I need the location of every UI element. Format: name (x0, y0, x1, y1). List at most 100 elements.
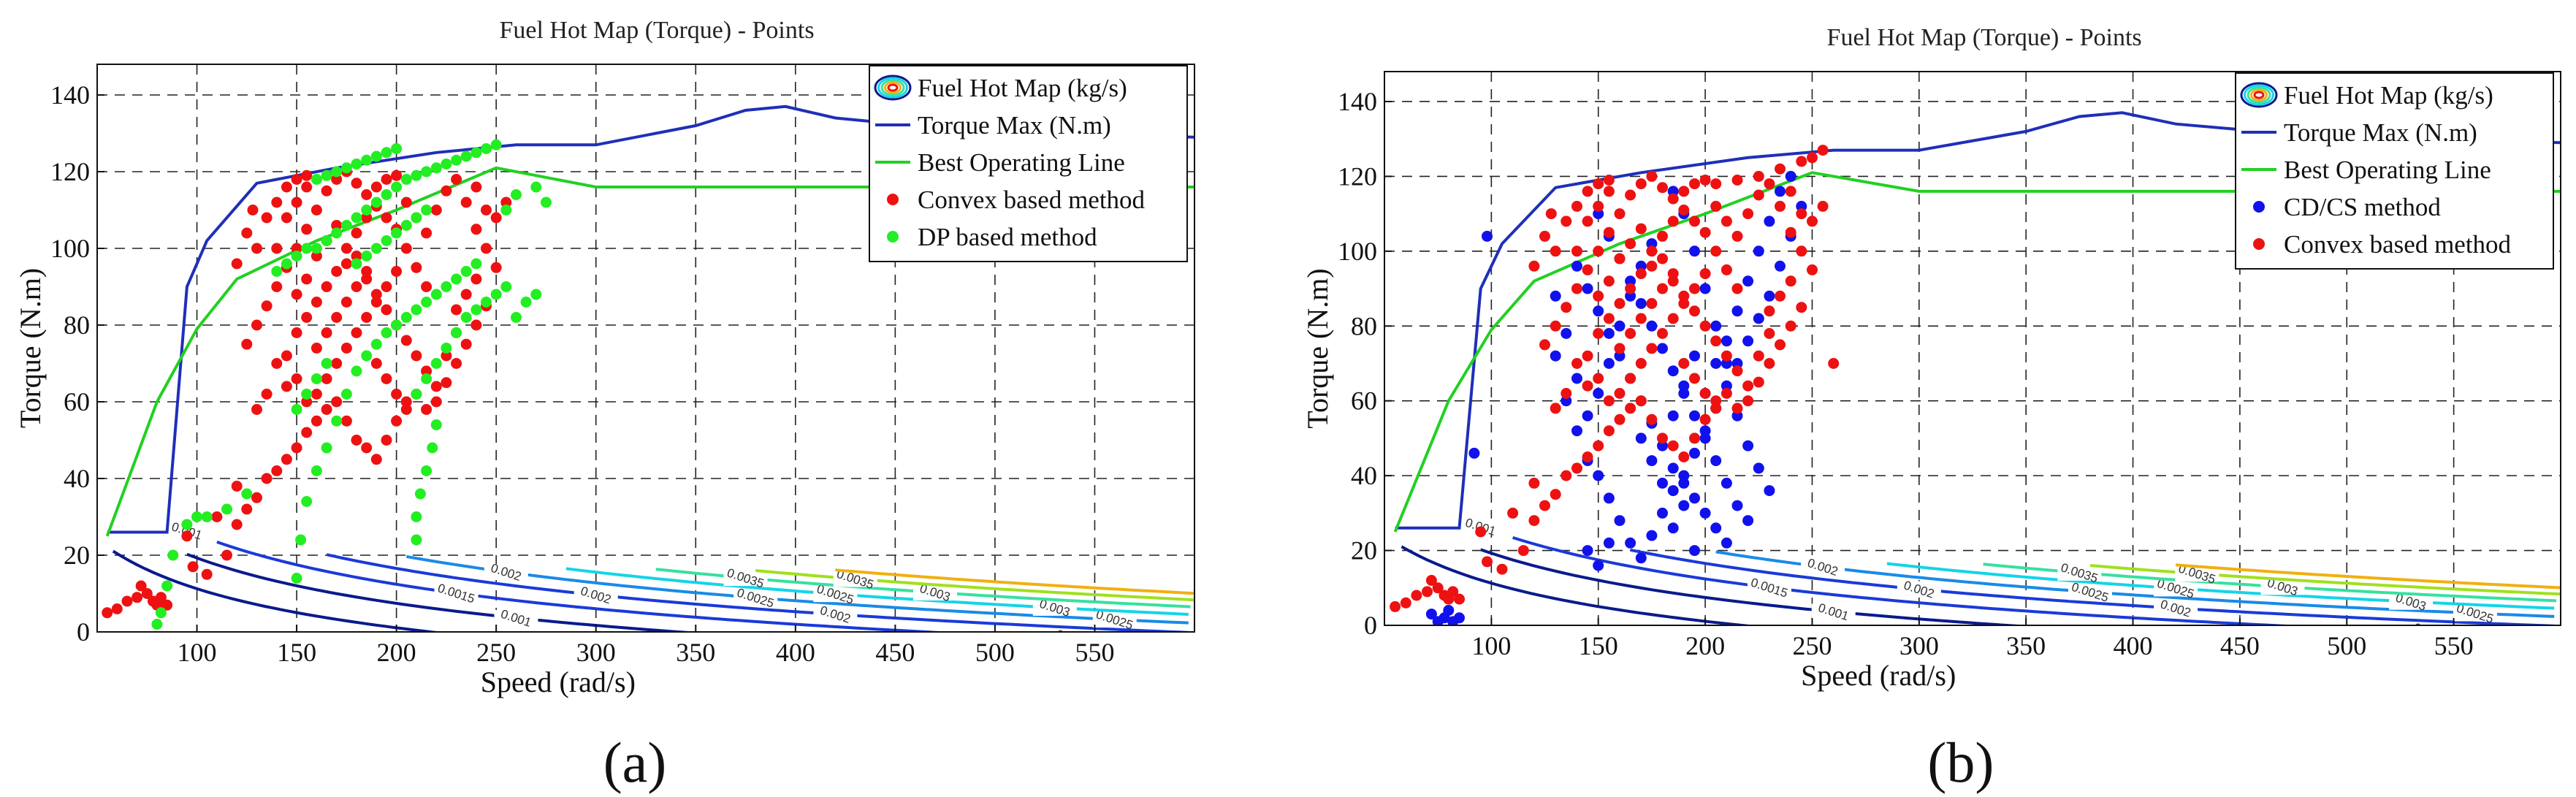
convex-point (1710, 403, 1722, 414)
convex-point (340, 415, 352, 427)
dp-point (370, 338, 382, 350)
cdcs-point (1689, 245, 1700, 257)
cdcs-point (1635, 432, 1647, 444)
dp-point (331, 166, 343, 178)
x-tick-label: 300 (1899, 631, 1939, 660)
contour-label-bg (813, 586, 858, 603)
contour-label-bg (2175, 628, 2219, 644)
dp-point (481, 297, 492, 308)
cdcs-point (1720, 335, 1732, 347)
convex-point (271, 465, 283, 476)
convex-point (370, 358, 382, 369)
dp-point (351, 365, 362, 377)
convex-point (1817, 145, 1829, 156)
convex-point (1614, 343, 1626, 354)
convex-point (1657, 230, 1668, 242)
dp-point (241, 488, 253, 500)
contour-label-bg (733, 590, 778, 606)
contour-label-bg (2154, 580, 2198, 597)
dp-point (460, 266, 472, 277)
legend-label: Torque Max (N.m) (2284, 118, 2477, 147)
convex-point (1454, 593, 1465, 605)
convex-point (1775, 339, 1786, 351)
dp-point (301, 243, 313, 254)
convex-point (321, 185, 332, 197)
dp-point (370, 243, 382, 254)
dp-point (321, 235, 332, 246)
convex-point (321, 373, 332, 384)
convex-point (141, 588, 153, 599)
convex-point (1678, 358, 1690, 369)
convex-point (1582, 186, 1593, 197)
dp-point (361, 205, 373, 216)
cdcs-point (1482, 230, 1493, 242)
dp-point (310, 373, 322, 384)
convex-point (331, 220, 343, 231)
panel-label: (b) (1927, 731, 1994, 794)
cdcs-point (1625, 275, 1636, 287)
convex-point (1635, 395, 1647, 407)
convex-point (1646, 260, 1658, 272)
convex-point (1593, 245, 1604, 257)
convex-point (1635, 358, 1647, 369)
convex-point (1699, 175, 1711, 186)
convex-point (1710, 245, 1722, 257)
convex-point (1614, 298, 1626, 309)
convex-point (361, 266, 373, 277)
convex-point (1764, 328, 1775, 339)
torque-max-line (1395, 111, 2561, 530)
y-axis-label: Torque (N.m) (1301, 268, 1334, 428)
convex-point (481, 243, 492, 254)
cdcs-point (1603, 537, 1615, 549)
dp-point (331, 227, 343, 239)
convex-point (241, 338, 253, 350)
convex-point (261, 300, 273, 312)
dp-point (167, 549, 179, 561)
dp-point (221, 503, 232, 515)
dp-point (321, 358, 332, 369)
legend-contour-icon (2247, 86, 2271, 104)
convex-point (1646, 298, 1658, 309)
x-tick-label: 400 (2114, 631, 2153, 660)
convex-point (441, 185, 452, 197)
fuel-contour-line (1715, 550, 2555, 618)
y-tick-label: 140 (1338, 87, 1377, 116)
dp-point (361, 350, 373, 362)
cdcs-point (1635, 552, 1647, 564)
cdcs-point (1764, 485, 1775, 497)
convex-point (310, 205, 322, 216)
contour-label: 0.001 (838, 632, 872, 655)
dp-point (421, 465, 432, 476)
dp-point (310, 465, 322, 476)
cdcs-point (1720, 358, 1732, 369)
convex-point (1561, 470, 1572, 481)
legend-contour-icon (2250, 88, 2268, 102)
contour-label: 0.0005 (2412, 657, 2453, 682)
convex-point (211, 511, 223, 522)
fuel-contour-line (326, 553, 1189, 632)
cdcs-point (1667, 485, 1679, 497)
convex-point (1796, 245, 1807, 257)
x-axis-label: Speed (rad/s) (1801, 659, 1956, 692)
convex-point (451, 174, 462, 185)
convex-point (1614, 413, 1626, 425)
convex-point (331, 358, 343, 369)
cdcs-point (1742, 275, 1754, 287)
convex-point (470, 181, 482, 193)
dp-point (400, 220, 412, 231)
legend-label: Torque Max (N.m) (918, 111, 1111, 140)
convex-point (1582, 216, 1593, 227)
convex-point (1775, 290, 1786, 302)
dp-point (271, 266, 283, 277)
cdcs-point (1603, 328, 1615, 339)
convex-point (411, 350, 422, 362)
convex-point (281, 212, 292, 224)
legend-box (869, 65, 1188, 262)
convex-point (310, 343, 322, 354)
convex-point (102, 607, 113, 619)
cdcs-point (1667, 410, 1679, 422)
cdcs-point (1731, 500, 1743, 511)
panel-b: 0.00050.00050.0010.0010.0010.00150.00150… (1301, 24, 2561, 794)
convex-point (1667, 268, 1679, 280)
convex-point (1603, 313, 1615, 324)
